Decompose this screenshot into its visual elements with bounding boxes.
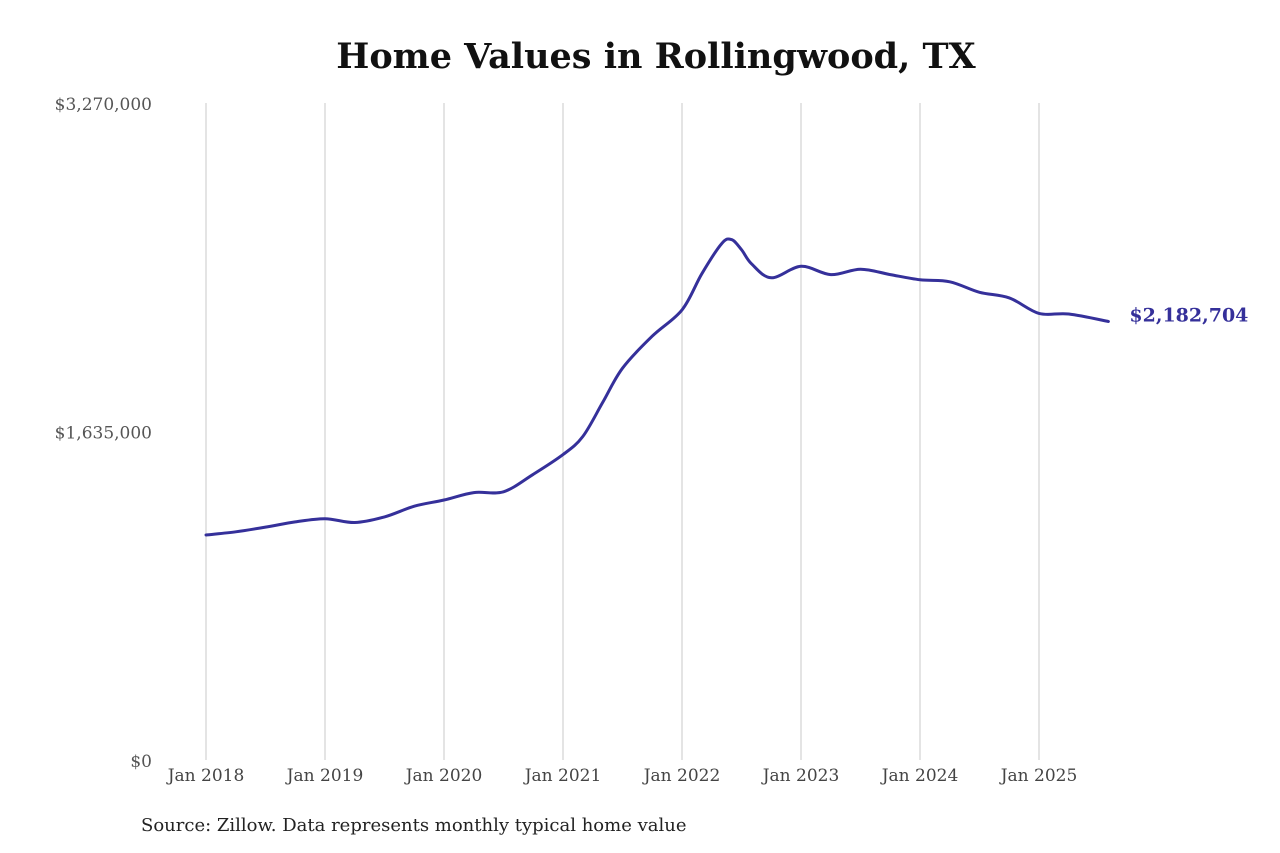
x-tick-label: Jan 2019 — [285, 766, 364, 786]
x-tick-label: Jan 2021 — [523, 766, 602, 786]
y-tick-label: $1,635,000 — [55, 424, 152, 444]
x-tick-label: Jan 2025 — [999, 766, 1078, 786]
chart-title: Home Values in Rollingwood, TX — [336, 36, 976, 77]
grid-lines — [205, 103, 1040, 760]
end-value-label: $2,182,704 — [1129, 304, 1248, 326]
x-tick-label: Jan 2020 — [404, 766, 483, 786]
source-note: Source: Zillow. Data represents monthly … — [141, 815, 687, 836]
x-tick-label: Jan 2024 — [880, 766, 959, 786]
x-tick-label: Jan 2022 — [642, 766, 721, 786]
home-value-line — [204, 237, 1110, 537]
annotation-group: $2,182,704 — [1129, 304, 1248, 326]
y-axis-ticks: $0 $1,635,000 $3,270,000 — [55, 95, 152, 772]
y-tick-label: $0 — [130, 752, 152, 772]
y-tick-label: $3,270,000 — [55, 95, 152, 115]
x-axis-ticks: Jan 2018 Jan 2019 Jan 2020 Jan 2021 Jan 2022… — [166, 766, 1078, 786]
x-tick-label: Jan 2018 — [166, 766, 245, 786]
x-tick-label: Jan 2023 — [761, 766, 840, 786]
series-group — [204, 237, 1110, 537]
